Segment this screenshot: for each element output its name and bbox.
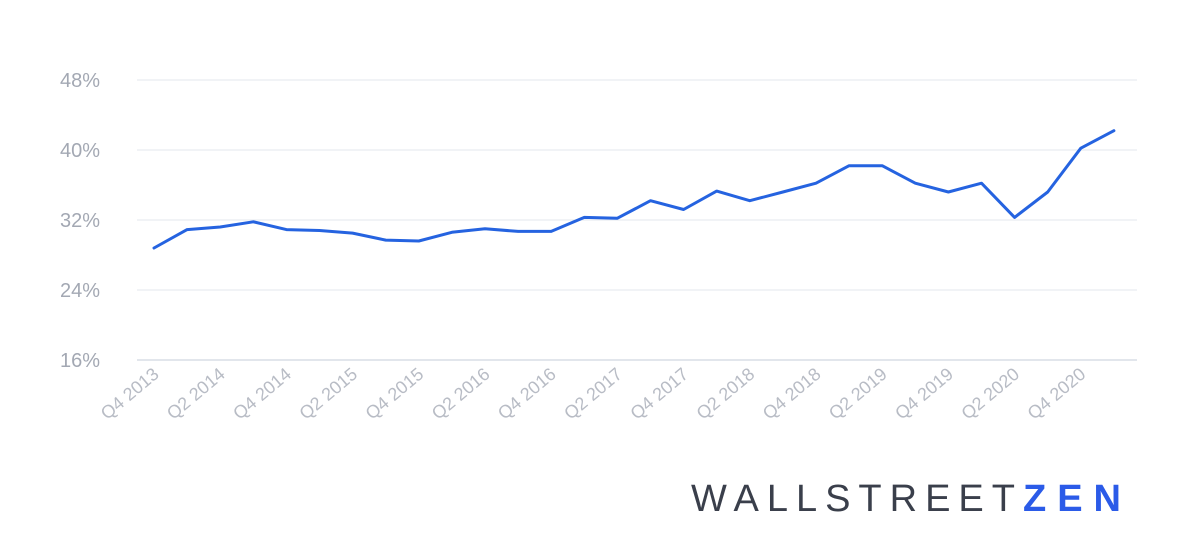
y-tick-label: 16% <box>60 350 100 372</box>
y-axis-tick-labels: 16% 24% 32% 40% 48% <box>60 70 100 372</box>
logo-text-light: WALLSTREET <box>691 478 1023 520</box>
x-tick-label: Q4 2020 <box>1024 364 1090 424</box>
x-tick-label: Q4 2015 <box>362 364 428 424</box>
x-tick-label: Q2 2020 <box>957 364 1023 424</box>
series-line <box>152 129 1116 250</box>
wallstreetzen-logo: WALLSTREETZEN <box>691 478 1132 521</box>
y-tick-label: 48% <box>60 70 100 92</box>
x-tick-label: Q2 2019 <box>825 364 891 424</box>
gridlines <box>137 79 1137 361</box>
x-tick-label: Q4 2016 <box>494 364 560 424</box>
x-tick-label: Q4 2014 <box>229 364 295 424</box>
logo-text-bold: ZEN <box>1023 478 1132 520</box>
x-tick-label: Q2 2017 <box>560 364 626 424</box>
y-tick-label: 40% <box>60 140 100 162</box>
series-line-group <box>152 129 1116 250</box>
x-tick-label: Q2 2016 <box>428 364 494 424</box>
x-tick-label: Q2 2014 <box>163 364 229 424</box>
y-tick-label: 24% <box>60 280 100 302</box>
x-tick-label: Q4 2018 <box>759 364 825 424</box>
x-tick-label: Q2 2018 <box>693 364 759 424</box>
x-tick-label: Q4 2013 <box>97 364 163 424</box>
x-tick-label: Q4 2017 <box>626 364 692 424</box>
x-tick-label: Q4 2019 <box>891 364 957 424</box>
x-axis-tick-labels: Q4 2013 Q2 2014 Q4 2014 Q2 2015 Q4 2015 Q2 20… <box>97 364 1090 424</box>
x-tick-label: Q2 2015 <box>295 364 361 424</box>
y-tick-label: 32% <box>60 210 100 232</box>
